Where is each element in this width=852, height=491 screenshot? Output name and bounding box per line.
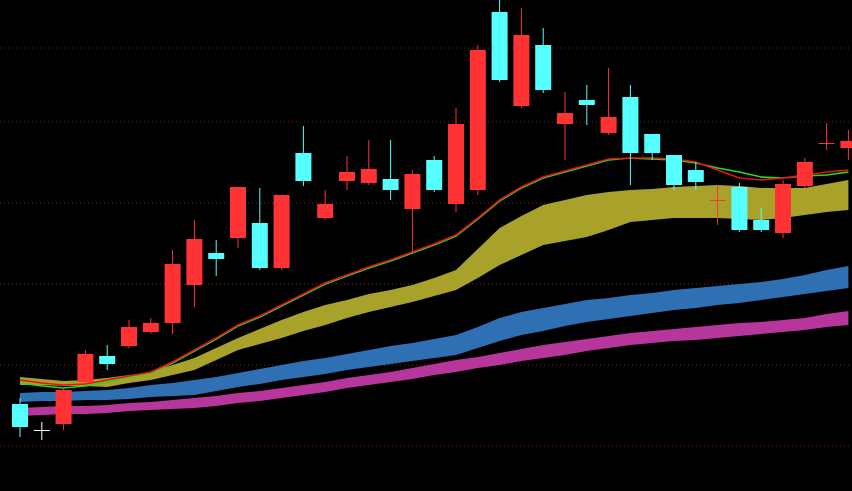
candle-body bbox=[339, 172, 355, 181]
candle-body bbox=[317, 204, 334, 218]
candle-body bbox=[77, 354, 94, 382]
band bbox=[20, 311, 849, 416]
candle-body bbox=[775, 184, 791, 233]
candle-body bbox=[251, 223, 268, 268]
candle-body bbox=[208, 253, 225, 259]
candle-body bbox=[164, 264, 181, 323]
moving-average-line bbox=[19, 157, 849, 386]
candle-body bbox=[709, 200, 726, 201]
candle-body bbox=[622, 97, 639, 153]
candle-body bbox=[186, 239, 203, 285]
candle-body bbox=[121, 327, 137, 346]
candle-body bbox=[644, 134, 661, 153]
candle-body bbox=[99, 356, 116, 364]
candle-body bbox=[796, 162, 813, 186]
candle-body bbox=[469, 50, 486, 190]
candle-body bbox=[382, 179, 399, 190]
candle-body bbox=[142, 323, 159, 332]
candle-body bbox=[840, 141, 852, 148]
candle-body bbox=[404, 174, 421, 209]
candle-body bbox=[360, 169, 377, 183]
candle-body bbox=[600, 117, 617, 133]
candle-body bbox=[55, 390, 72, 424]
candle-body bbox=[12, 404, 28, 427]
candle-body bbox=[273, 195, 290, 268]
candle-body bbox=[295, 153, 312, 181]
candle-body bbox=[753, 220, 770, 230]
candle-body bbox=[426, 160, 443, 190]
candle-body bbox=[557, 113, 573, 124]
candle-body bbox=[33, 430, 50, 431]
candle-body bbox=[448, 124, 464, 204]
candle-body bbox=[731, 187, 748, 230]
moving-average-line bbox=[19, 157, 849, 389]
candle-body bbox=[230, 187, 246, 238]
candle-body bbox=[535, 45, 552, 90]
candle-body bbox=[666, 155, 682, 185]
candle-body bbox=[578, 100, 595, 105]
band bbox=[20, 266, 849, 402]
candle-body bbox=[818, 143, 835, 144]
candle-body bbox=[513, 35, 530, 106]
band bbox=[20, 180, 849, 387]
candle-body bbox=[491, 12, 508, 80]
candle-body bbox=[687, 170, 704, 182]
